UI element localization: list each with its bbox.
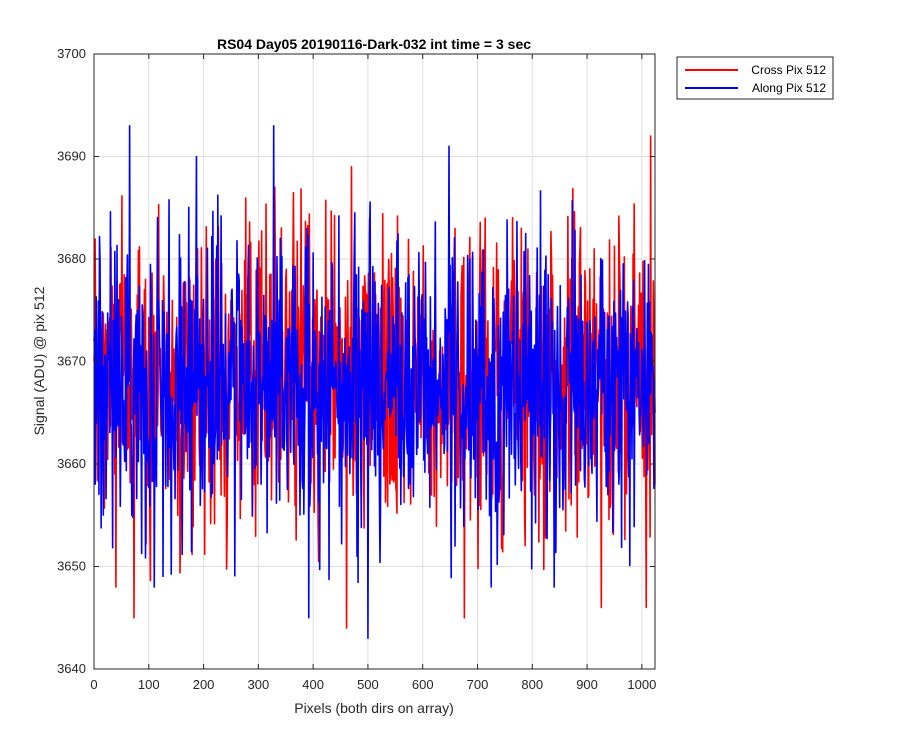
series-line-along — [93, 124, 656, 640]
x-tick-label: 800 — [521, 677, 543, 692]
plot-lines — [93, 124, 656, 640]
y-axis-label: Signal (ADU) @ pix 512 — [31, 286, 47, 435]
legend-box — [676, 56, 834, 100]
y-tick-label: 3640 — [57, 661, 86, 676]
y-tick-label: 3670 — [57, 354, 86, 369]
x-tick-label: 700 — [467, 677, 489, 692]
ticks: 0 100 200 300 400 500 600 700 800 900 1000 3640 3650… — [57, 46, 656, 692]
y-tick-label: 3690 — [57, 149, 86, 164]
y-tick-label: 3660 — [57, 456, 86, 471]
x-tick-label: 1000 — [627, 677, 656, 692]
x-tick-label: 100 — [138, 677, 160, 692]
y-tick-label: 3680 — [57, 251, 86, 266]
x-tick-label: 200 — [193, 677, 215, 692]
chart-title: RS04 Day05 20190116-Dark-032 int time = … — [217, 36, 531, 52]
legend: Cross Pix 512 Along Pix 512 — [676, 56, 834, 100]
x-tick-label: 600 — [412, 677, 434, 692]
x-axis-label: Pixels (both dirs on array) — [294, 700, 454, 716]
x-tick-label: 300 — [248, 677, 270, 692]
x-tick-label: 400 — [302, 677, 324, 692]
legend-label-cross: Cross Pix 512 — [751, 63, 826, 77]
x-tick-label: 900 — [576, 677, 598, 692]
y-tick-label: 3650 — [57, 559, 86, 574]
legend-label-along: Along Pix 512 — [752, 81, 826, 95]
y-tick-label: 3700 — [57, 46, 86, 61]
x-tick-label: 0 — [90, 677, 97, 692]
x-tick-label: 500 — [357, 677, 379, 692]
